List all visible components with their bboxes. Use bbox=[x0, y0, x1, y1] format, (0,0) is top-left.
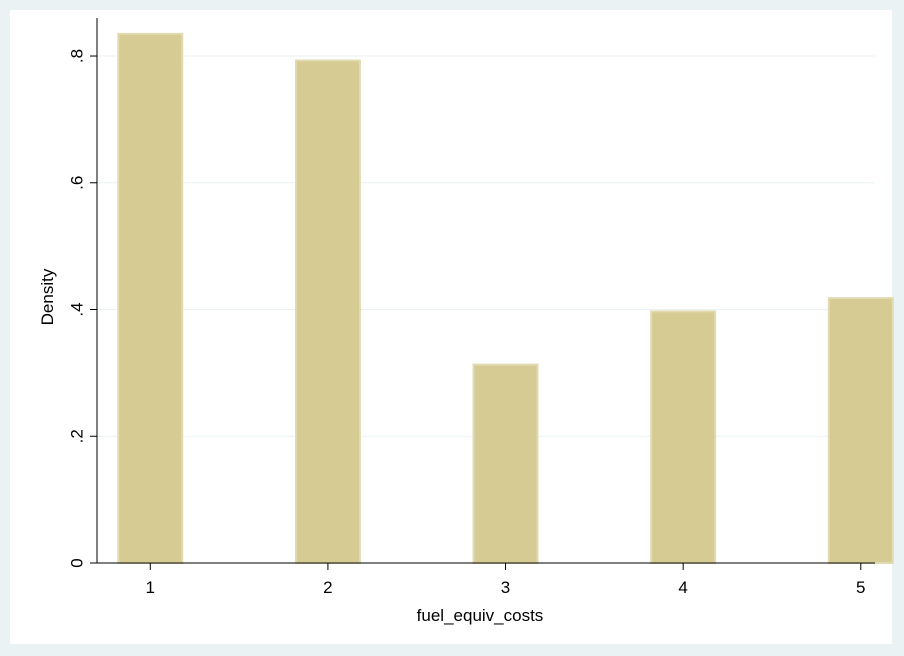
axes bbox=[96, 18, 875, 564]
bar-1 bbox=[117, 32, 184, 565]
x-ticks: 1 2 3 4 5 bbox=[146, 563, 866, 597]
y-ticks: 0 .2 .4 .6 .8 bbox=[67, 49, 97, 568]
xtick-label-4: 5 bbox=[856, 578, 865, 597]
ytick-label-0: 0 bbox=[67, 558, 86, 567]
bar-2 bbox=[294, 59, 361, 565]
y-axis-label: Density bbox=[38, 268, 57, 325]
xtick-label-0: 1 bbox=[146, 578, 155, 597]
x-axis-label: fuel_equiv_costs bbox=[417, 606, 544, 625]
ytick-label-2: .4 bbox=[67, 302, 86, 316]
bar-5 bbox=[827, 297, 894, 564]
bar-4 bbox=[650, 310, 717, 564]
ytick-label-3: .6 bbox=[67, 176, 86, 190]
xtick-label-1: 2 bbox=[323, 578, 332, 597]
xtick-label-3: 4 bbox=[678, 578, 687, 597]
ytick-label-1: .2 bbox=[67, 429, 86, 443]
bar-3 bbox=[472, 363, 539, 564]
xtick-label-2: 3 bbox=[501, 578, 510, 597]
ytick-label-4: .8 bbox=[67, 49, 86, 63]
